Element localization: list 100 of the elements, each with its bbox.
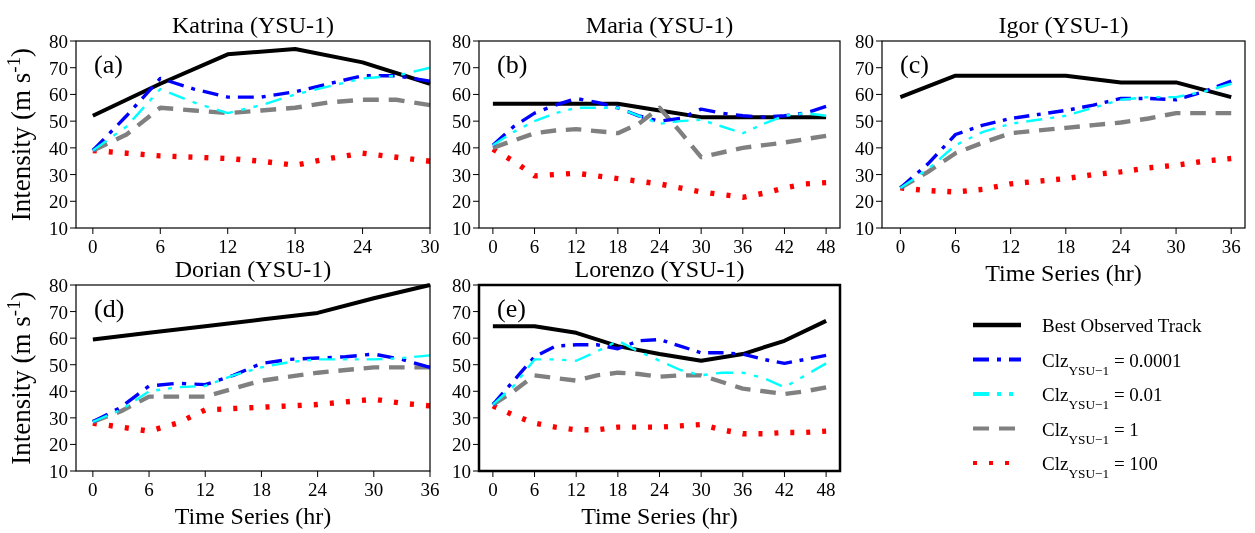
y-tick-label: 60 (855, 84, 874, 106)
y-tick-label: 50 (49, 111, 68, 133)
y-tick-label: 10 (855, 218, 874, 239)
x-tick-label: 12 (566, 479, 586, 500)
chart-title: Maria (YSU-1) (585, 12, 734, 38)
legend-label: Clz$_{YSU−1}$ = 1 (1042, 418, 1139, 446)
x-tick-label: 6 (950, 236, 961, 257)
y-tick-label: 10 (452, 218, 471, 239)
annotation: (d) (94, 294, 125, 323)
y-tick-label: 80 (452, 275, 471, 296)
y-tick-label: 50 (452, 111, 471, 133)
y-tick-label: 40 (49, 381, 68, 403)
x-tick-label: 30 (1166, 236, 1186, 257)
annotation: (a) (94, 50, 123, 79)
y-tick-label: 60 (452, 328, 471, 350)
x-tick-label: 6 (529, 236, 540, 257)
annotation: (c) (900, 50, 929, 79)
y-tick-label: 50 (452, 354, 471, 376)
x-tick-label: 18 (608, 479, 628, 500)
x-tick-label: 0 (88, 236, 98, 257)
y-tick-label: 10 (452, 461, 471, 482)
x-tick-label: 0 (895, 236, 906, 257)
line-series (490, 105, 829, 160)
chart-title: Dorian (YSU-1) (174, 256, 332, 282)
chart-title: Igor (YSU-1) (998, 12, 1129, 38)
x-tick-label: 0 (88, 479, 98, 500)
y-tick-label: 10 (49, 218, 68, 239)
x-tick-label: 18 (1056, 236, 1076, 257)
x-tick-label: 48 (816, 479, 836, 500)
y-tick-label: 60 (49, 84, 68, 106)
y-tick-label: 60 (49, 328, 68, 350)
y-tick-label: 70 (49, 301, 68, 323)
x-tick-label: 24 (650, 236, 670, 257)
annotation: (b) (497, 50, 528, 79)
x-tick-label: 36 (733, 479, 753, 500)
x-tick-label: 6 (155, 236, 166, 257)
x-tick-label: 42 (774, 479, 794, 500)
x-tick-label: 30 (364, 479, 384, 500)
y-tick-label: 50 (855, 111, 874, 133)
y-tick-label: 70 (855, 57, 874, 79)
line-series (491, 96, 828, 147)
x-axis-title: Time Series (hr) (985, 260, 1142, 286)
y-tick-label: 40 (452, 137, 471, 159)
legend-label: Clz$_{YSU−1}$ = 100 (1042, 453, 1158, 481)
x-tick-label: 12 (1001, 236, 1021, 257)
y-tick-label: 80 (855, 31, 874, 52)
x-tick-label: 6 (144, 479, 154, 500)
y-tick-label: 70 (452, 301, 471, 323)
x-tick-label: 36 (1221, 236, 1241, 257)
y-tick-label: 40 (49, 137, 68, 159)
x-tick-label: 18 (251, 479, 271, 500)
x-tick-label: 24 (308, 479, 328, 500)
x-tick-label: 18 (608, 236, 628, 257)
y-tick-label: 80 (49, 31, 68, 52)
x-tick-label: 12 (218, 236, 238, 257)
y-tick-label: 30 (49, 164, 68, 186)
y-tick-label: 20 (452, 434, 471, 456)
y-tick-label: 80 (452, 31, 471, 52)
y-tick-label: 30 (49, 407, 68, 429)
x-tick-label: 12 (566, 236, 586, 257)
x-tick-label: 42 (774, 236, 794, 257)
x-tick-label: 24 (353, 236, 373, 257)
y-tick-label: 80 (49, 275, 68, 296)
legend-label: Clz$_{YSU−1}$ = 0.0001 (1042, 349, 1182, 377)
y-tick-label: 10 (49, 461, 68, 482)
y-tick-label: 50 (49, 354, 68, 376)
x-tick-label: 18 (285, 236, 305, 257)
y-tick-label: 70 (49, 57, 68, 79)
line-series (898, 110, 1234, 191)
x-tick-label: 0 (488, 236, 498, 257)
y-tick-label: 40 (855, 137, 874, 159)
x-tick-label: 24 (650, 479, 670, 500)
x-tick-label: 0 (488, 479, 498, 500)
x-tick-label: 6 (529, 479, 540, 500)
x-tick-label: 30 (691, 236, 711, 257)
x-tick-label: 12 (195, 479, 215, 500)
x-tick-label: 36 (420, 479, 440, 500)
x-axis-title: Time Series (hr) (174, 503, 332, 529)
y-tick-label: 30 (452, 407, 471, 429)
x-tick-label: 48 (816, 236, 836, 257)
chart-title: Lorenzo (YSU-1) (574, 256, 745, 282)
chart-title: Katrina (YSU-1) (172, 12, 334, 38)
line-series (490, 370, 829, 407)
x-tick-label: 24 (1111, 236, 1131, 257)
legend-label: Best Observed Track (1042, 315, 1202, 336)
y-tick-label: 30 (452, 164, 471, 186)
line-series (491, 106, 828, 147)
legend-label: Clz$_{YSU−1}$ = 0.01 (1042, 384, 1163, 412)
y-tick-label: 40 (452, 381, 471, 403)
y-tick-label: 20 (49, 434, 68, 456)
y-tick-label: 20 (855, 191, 874, 213)
x-tick-label: 30 (420, 236, 440, 257)
x-tick-label: 36 (733, 236, 753, 257)
y-tick-label: 20 (452, 191, 471, 213)
x-axis-title: Time Series (hr) (581, 503, 738, 529)
y-tick-label: 60 (452, 84, 471, 106)
x-tick-label: 30 (691, 479, 711, 500)
y-tick-label: 70 (452, 57, 471, 79)
y-tick-label: 30 (855, 164, 874, 186)
y-tick-label: 20 (49, 191, 68, 213)
